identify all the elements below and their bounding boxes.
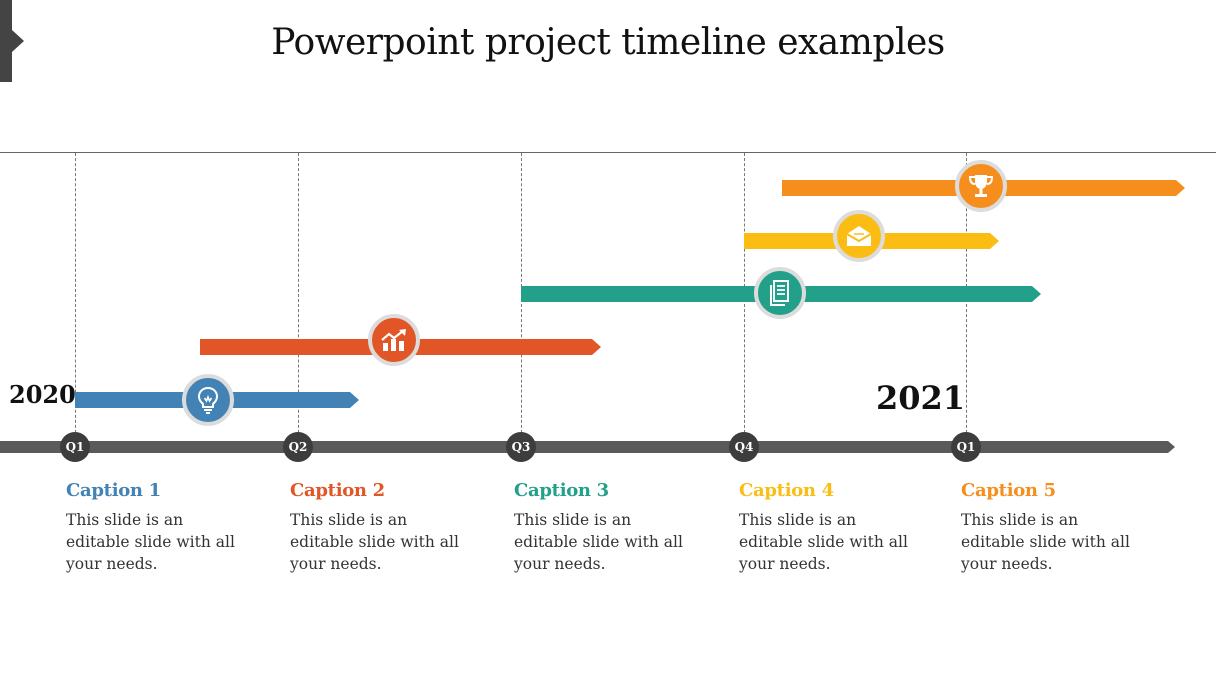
- caption-block-1: Caption 1 This slide is an editable slid…: [66, 480, 236, 575]
- quarter-marker: Q4: [729, 432, 759, 462]
- q2-guide: [298, 153, 299, 443]
- q1-guide: [75, 153, 76, 443]
- quarter-marker: Q3: [506, 432, 536, 462]
- envelope-icon: [833, 210, 885, 262]
- year-label-start: 2020: [9, 380, 76, 409]
- caption-block-4: Caption 4 This slide is an editable slid…: [739, 480, 909, 575]
- caption-title: Caption 3: [514, 480, 609, 501]
- caption-body: This slide is an editable slide with all…: [961, 511, 1130, 573]
- caption-block-2: Caption 2 This slide is an editable slid…: [290, 480, 460, 575]
- caption-body: This slide is an editable slide with all…: [514, 511, 683, 573]
- document-icon: [754, 267, 806, 319]
- lightbulb-icon: [182, 374, 234, 426]
- caption-block-5: Caption 5 This slide is an editable slid…: [961, 480, 1131, 575]
- trophy-icon: [955, 160, 1007, 212]
- quarter-marker: Q2: [283, 432, 313, 462]
- caption-body: This slide is an editable slide with all…: [66, 511, 235, 573]
- top-divider: [0, 152, 1216, 153]
- slide-title: Powerpoint project timeline examples: [271, 22, 945, 63]
- quarter-marker: Q1: [951, 432, 981, 462]
- caption-body: This slide is an editable slide with all…: [739, 511, 908, 573]
- corner-decoration: [0, 0, 24, 82]
- caption-block-3: Caption 3 This slide is an editable slid…: [514, 480, 684, 575]
- quarter-marker: Q1: [60, 432, 90, 462]
- growth-chart-icon: [368, 314, 420, 366]
- caption-title: Caption 2: [290, 480, 385, 501]
- timeline-axis: [0, 441, 1175, 453]
- caption-body: This slide is an editable slide with all…: [290, 511, 459, 573]
- caption-title: Caption 1: [66, 480, 161, 501]
- year-label-end: 2021: [876, 379, 966, 417]
- caption-title: Caption 4: [739, 480, 834, 501]
- caption-title: Caption 5: [961, 480, 1056, 501]
